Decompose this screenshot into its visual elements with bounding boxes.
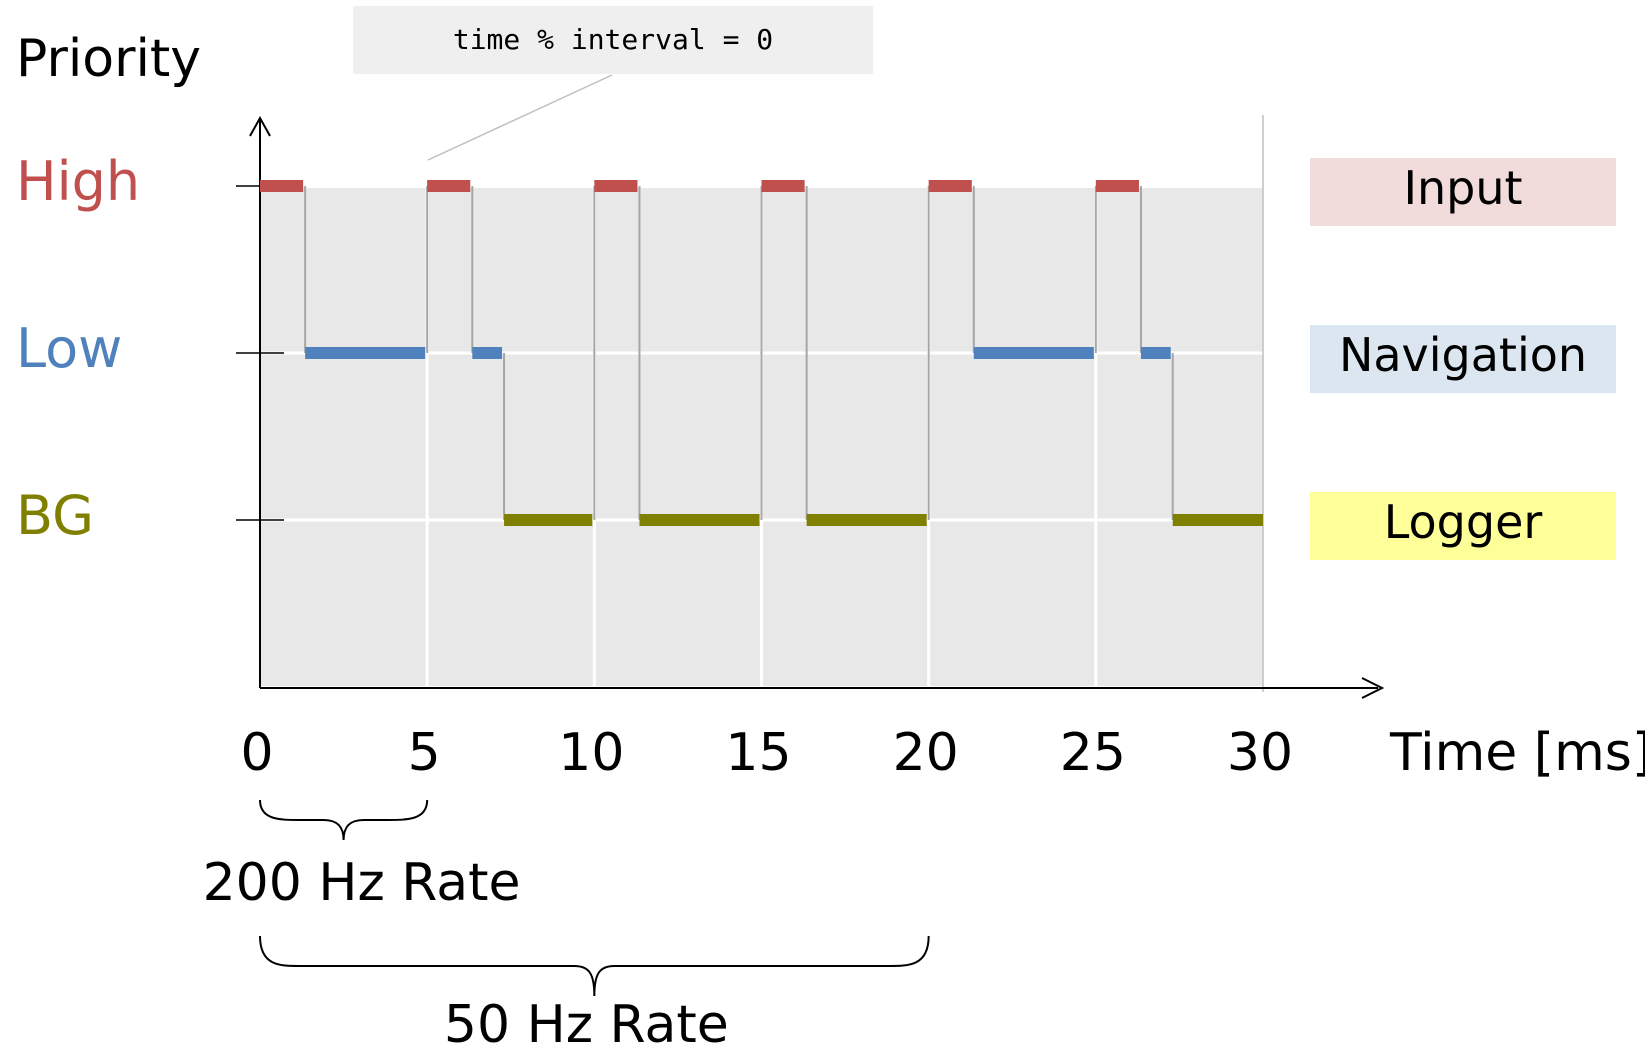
priority-labels: High Low BG <box>16 150 140 547</box>
legend-label-navigation: Navigation <box>1339 328 1587 382</box>
annotation-leader-line <box>427 74 613 161</box>
x-axis-title: Time [ms] <box>1389 723 1645 783</box>
legend-box-navigation <box>1310 325 1616 393</box>
annotation: time % interval = 0 <box>353 6 873 161</box>
x-tick-labels: 0 5 10 15 20 25 30 <box>240 723 1293 783</box>
rate-label: 50 Hz Rate <box>444 995 729 1049</box>
x-tick-label: 30 <box>1227 723 1293 783</box>
execution-bar-input <box>761 180 805 192</box>
execution-bar-navigation <box>1140 347 1171 359</box>
legend-box-input <box>1310 158 1616 226</box>
rate-brace <box>259 935 930 997</box>
x-axis <box>260 677 1385 699</box>
annotation-text: time % interval = 0 <box>453 23 773 56</box>
execution-bar-navigation <box>472 347 503 359</box>
execution-bar-logger <box>639 514 760 526</box>
x-tick-label: 10 <box>558 723 624 783</box>
legend-label-input: Input <box>1403 161 1522 215</box>
execution-bar-input <box>1095 180 1139 192</box>
execution-bar-input <box>594 180 638 192</box>
x-tick-label: 5 <box>408 723 441 783</box>
priority-label-bg: BG <box>16 484 94 547</box>
execution-trace <box>260 180 1263 526</box>
task-legend: Input Navigation Logger <box>1310 158 1616 560</box>
rate-label: 200 Hz Rate <box>203 853 521 913</box>
execution-bar-input <box>928 180 972 192</box>
y-axis-title: Priority <box>16 29 201 89</box>
rate-brace <box>259 799 429 841</box>
legend-label-logger: Logger <box>1384 495 1543 549</box>
execution-bar-logger <box>806 514 927 526</box>
execution-bar-input <box>260 180 304 192</box>
execution-bar-logger <box>1172 514 1263 526</box>
rate-braces: 200 Hz Rate 50 Hz Rate <box>203 799 930 1049</box>
execution-bar-navigation <box>973 347 1094 359</box>
x-tick-label: 15 <box>725 723 791 783</box>
annotation-box <box>353 6 873 74</box>
priority-label-high: High <box>16 150 140 213</box>
execution-bar-navigation <box>305 347 426 359</box>
x-tick-label: 0 <box>240 723 273 783</box>
legend-box-logger <box>1310 492 1616 560</box>
priority-label-low: Low <box>16 317 122 380</box>
y-axis <box>249 115 271 688</box>
x-tick-label: 20 <box>893 723 959 783</box>
execution-bar-logger <box>504 514 593 526</box>
execution-bar-input <box>427 180 471 192</box>
x-tick-label: 25 <box>1060 723 1126 783</box>
